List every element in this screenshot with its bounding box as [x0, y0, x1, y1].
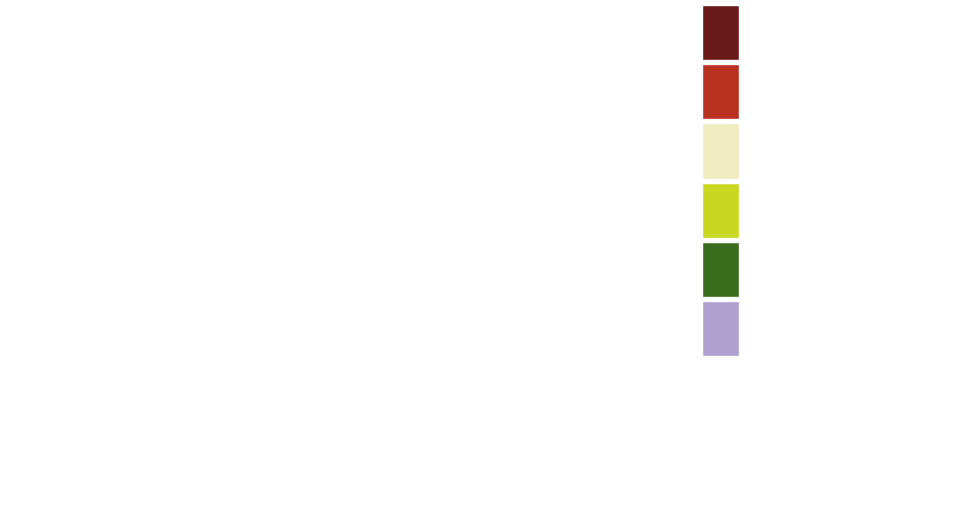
Bar	[701, 183, 740, 238]
Bar	[701, 6, 740, 61]
Bar	[701, 124, 740, 179]
Bar	[701, 301, 740, 356]
Bar	[701, 65, 740, 120]
Bar	[701, 242, 740, 297]
